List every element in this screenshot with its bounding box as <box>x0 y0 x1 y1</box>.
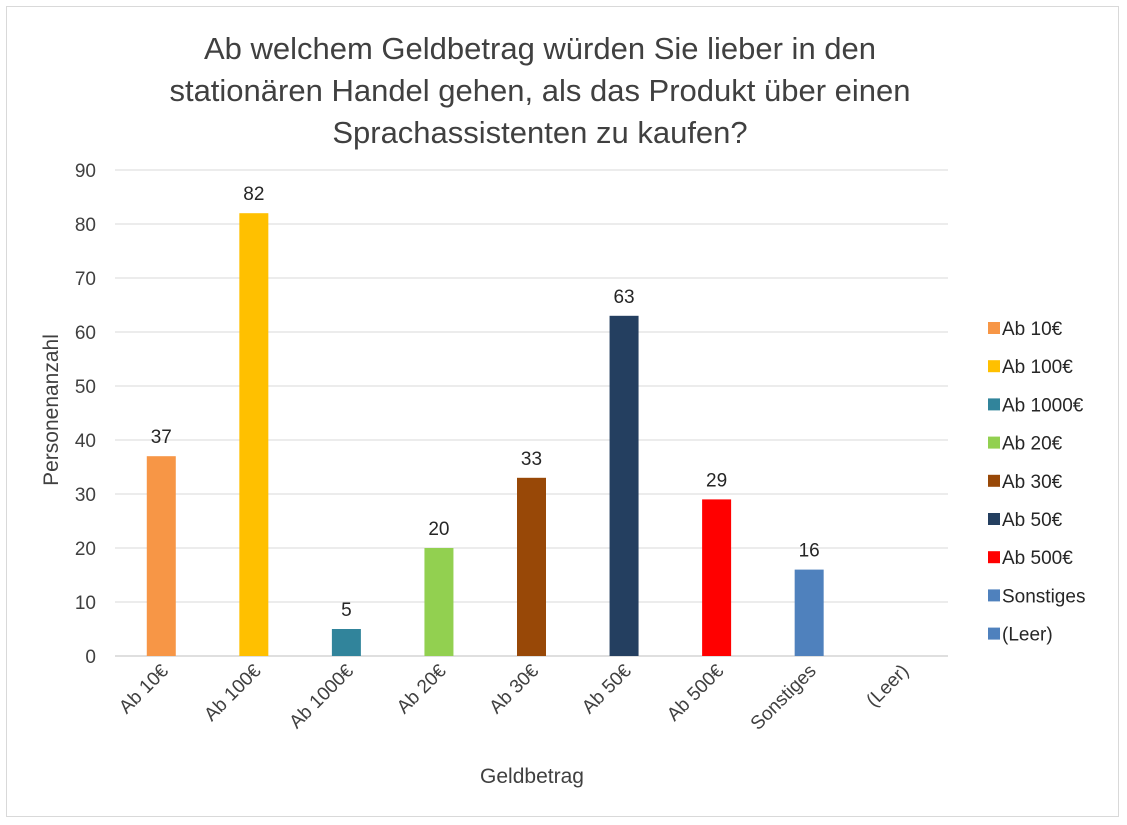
bar <box>702 499 732 656</box>
legend-entry: (Leer) <box>1002 625 1053 646</box>
legend-entry: Ab 30€ <box>1002 472 1063 493</box>
chart-title-line: Ab welchem Geldbetrag würden Sie lieber … <box>203 31 877 66</box>
chart-title: Ab welchem Geldbetrag würden Sie lieber … <box>120 28 960 154</box>
x-tick-label: Ab 500€ <box>663 660 728 725</box>
x-tick-label: Ab 1000€ <box>286 660 359 733</box>
bar <box>794 569 824 656</box>
legend-entry: Ab 1000€ <box>1002 395 1084 416</box>
data-label: 82 <box>243 184 264 205</box>
legend-entry: Ab 10€ <box>1002 319 1063 340</box>
bar <box>424 548 454 656</box>
legend-entry: Ab 100€ <box>1002 357 1073 378</box>
x-tick-label: Ab 50€ <box>578 660 636 718</box>
legend-entry: Ab 50€ <box>1002 510 1063 531</box>
y-tick-label: 80 <box>75 215 96 236</box>
y-axis-title: Personenanzahl <box>40 334 63 486</box>
data-labels: 37 82 5 20 33 63 29 16 <box>151 184 820 621</box>
chart-frame <box>6 6 1119 817</box>
legend-entry: Ab 20€ <box>1002 434 1063 455</box>
data-label: 20 <box>428 519 449 540</box>
y-tick-label: 10 <box>75 593 96 614</box>
x-axis-title: Geldbetrag <box>480 765 584 788</box>
data-label: 5 <box>341 600 352 621</box>
x-tick-label: Ab 20€ <box>393 660 451 718</box>
y-tick-label: 40 <box>75 431 96 452</box>
y-tick-label: 50 <box>75 377 96 398</box>
bar <box>609 315 639 656</box>
legend-swatch <box>988 398 1000 411</box>
legend-entry: Sonstiges <box>1002 586 1085 607</box>
legend: Ab 10€ Ab 100€ Ab 1000€ Ab 20€ Ab 30€ Ab 50€ A… <box>988 319 1085 646</box>
legend-swatch <box>988 551 1000 564</box>
x-tick-label: Ab 10€ <box>115 660 173 718</box>
legend-swatch <box>988 513 1000 525</box>
data-label: 63 <box>613 287 634 308</box>
y-tick-labels: 0 10 20 30 40 50 60 70 80 90 <box>75 161 96 668</box>
chart-title-line: stationären Handel gehen, als das Produk… <box>169 73 911 108</box>
y-tick-label: 70 <box>75 269 96 290</box>
legend-swatch <box>988 322 1000 334</box>
bar <box>331 629 361 656</box>
chart-title-line: Sprachassistenten zu kaufen? <box>332 115 748 150</box>
x-tick-label: (Leer) <box>863 661 914 712</box>
bar <box>146 456 176 656</box>
data-label: 37 <box>151 427 172 448</box>
data-label: 16 <box>799 541 820 562</box>
x-tick-label: Sonstiges <box>747 661 821 735</box>
legend-swatch <box>988 589 1000 602</box>
y-tick-label: 20 <box>75 539 96 560</box>
y-tick-label: 30 <box>75 485 96 506</box>
y-tick-label: 0 <box>85 647 96 668</box>
legend-swatch <box>988 627 1000 640</box>
y-tick-label: 90 <box>75 161 96 182</box>
legend-swatch <box>988 474 1000 487</box>
y-tick-label: 60 <box>75 323 96 344</box>
x-tick-label: Ab 100€ <box>200 660 265 725</box>
x-tick-labels: Ab 10€ Ab 100€ Ab 1000€ Ab 20€ Ab 30€ Ab 50€ A… <box>115 660 913 734</box>
data-label: 33 <box>521 449 542 470</box>
x-tick-label: Ab 30€ <box>486 660 544 718</box>
bar <box>517 477 546 656</box>
bar <box>239 213 269 656</box>
bars <box>146 213 824 656</box>
legend-swatch <box>988 436 1000 449</box>
legend-entry: Ab 500€ <box>1002 548 1073 569</box>
data-label: 29 <box>706 470 727 491</box>
legend-swatch <box>988 360 1000 373</box>
